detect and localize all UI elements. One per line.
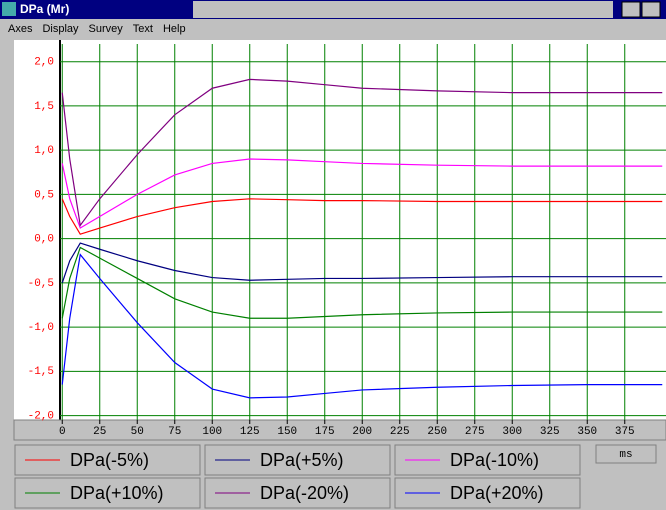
y-tick-label: -2,0: [28, 410, 54, 422]
menu-item[interactable]: Survey: [89, 23, 124, 35]
x-tick-label: 0: [59, 426, 66, 438]
y-tick-label: 2,0: [34, 57, 54, 69]
x-axis-band: [13, 419, 666, 441]
series-line: [61, 246, 663, 319]
x-tick-label: 100: [202, 426, 222, 438]
x-tick-label: 325: [540, 426, 560, 438]
series-line: [61, 253, 663, 399]
x-tick-label: 50: [131, 426, 144, 438]
plot-panel: [14, 40, 666, 420]
legend-label: DPa(+20%): [450, 483, 544, 503]
menu-item[interactable]: Display: [42, 23, 79, 35]
y-tick-label: -1,5: [28, 366, 54, 378]
y-tick-label: -0,5: [28, 278, 54, 290]
menu-item[interactable]: Text: [133, 23, 153, 35]
x-tick-label: 200: [352, 426, 372, 438]
series-line: [61, 158, 663, 229]
menu-bar: [0, 19, 666, 39]
x-axis-label: ms: [619, 449, 632, 461]
x-tick-label: 25: [93, 426, 106, 438]
unit-box: [595, 444, 657, 464]
legend-item: DPa(+5%): [204, 444, 391, 476]
x-tick-label: 175: [315, 426, 335, 438]
series-line: [61, 198, 663, 235]
series-line: [61, 242, 663, 284]
x-tick-label: 300: [502, 426, 522, 438]
x-tick-label: 125: [240, 426, 260, 438]
x-tick-label: 150: [277, 426, 297, 438]
legend-item: DPa(-10%): [394, 444, 581, 476]
legend-label: DPa(+10%): [70, 483, 164, 503]
minimize-button[interactable]: [621, 1, 641, 18]
legend-item: DPa(-5%): [14, 444, 201, 476]
y-tick-label: -1,0: [28, 322, 54, 334]
legend-item: DPa(-20%): [204, 477, 391, 509]
app-icon: [2, 2, 16, 16]
y-tick-label: 0,5: [34, 189, 54, 201]
toolbar: [193, 1, 661, 18]
legend-label: DPa(-5%): [70, 450, 149, 470]
x-tick-label: 75: [168, 426, 181, 438]
window-title: DPa (Mr): [20, 2, 69, 16]
series-line: [61, 78, 663, 227]
x-tick-label: 350: [577, 426, 597, 438]
x-tick-label: 225: [390, 426, 410, 438]
plot-area: [60, 44, 666, 420]
y-tick-label: 1,5: [34, 101, 54, 113]
legend-label: DPa(+5%): [260, 450, 344, 470]
menu-item[interactable]: Axes: [8, 23, 33, 35]
legend-item: DPa(+10%): [14, 477, 201, 509]
legend-item: DPa(+20%): [394, 477, 581, 509]
x-tick-label: 275: [465, 426, 485, 438]
maximize-button[interactable]: [641, 1, 661, 18]
x-tick-label: 375: [615, 426, 635, 438]
x-tick-label: 250: [427, 426, 447, 438]
menu-item[interactable]: Help: [163, 23, 186, 35]
y-tick-label: 0,0: [34, 234, 54, 246]
legend-label: DPa(-20%): [260, 483, 349, 503]
legend-label: DPa(-10%): [450, 450, 539, 470]
y-tick-label: 1,0: [34, 145, 54, 157]
